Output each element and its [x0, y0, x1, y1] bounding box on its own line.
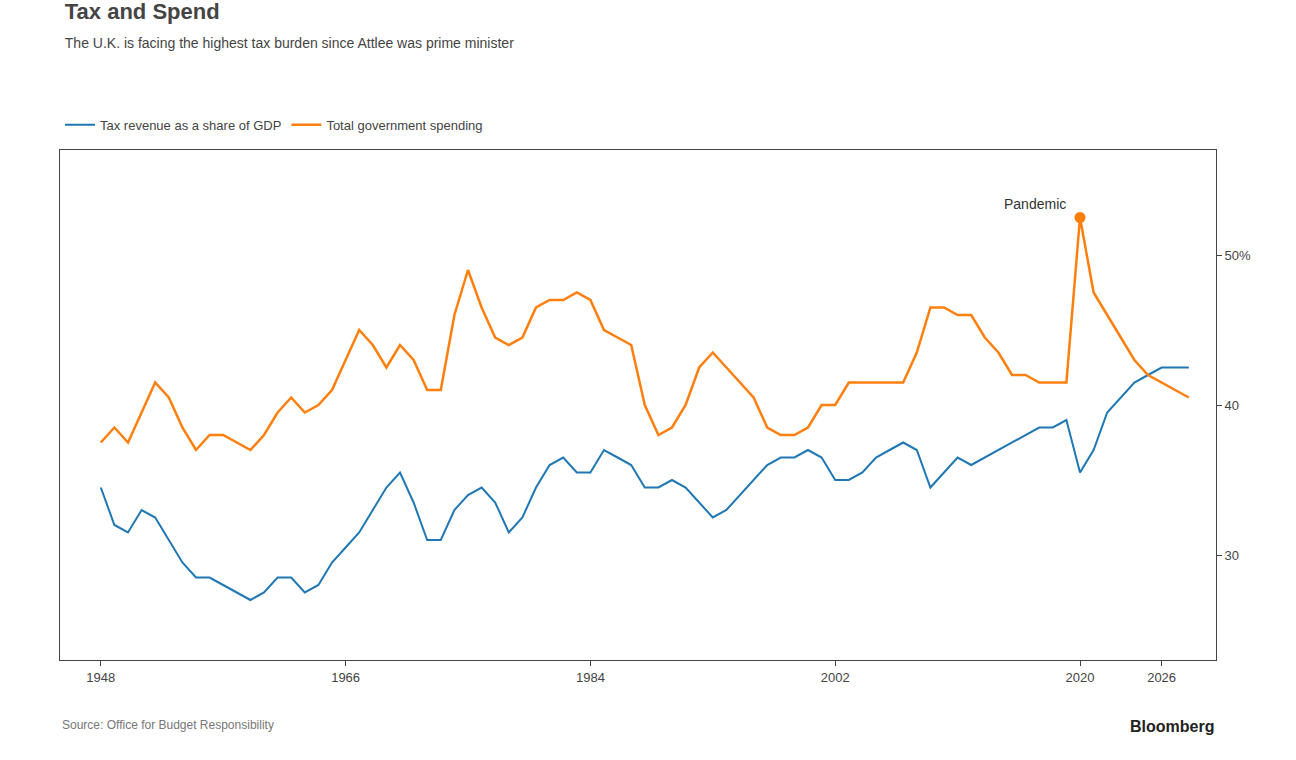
svg-text:Bloomberg: Bloomberg — [1130, 718, 1214, 735]
svg-text:2002: 2002 — [821, 670, 850, 685]
svg-text:Tax and SpendThe U.K. is facin: Tax and SpendThe U.K. is facing the high… — [65, 0, 514, 51]
svg-text:40: 40 — [1225, 398, 1239, 413]
svg-text:Total government spending: Total government spending — [326, 118, 482, 133]
svg-text:Pandemic: Pandemic — [1004, 196, 1066, 212]
svg-text:50%: 50% — [1225, 248, 1251, 263]
svg-text:1948: 1948 — [86, 670, 115, 685]
svg-text:1966: 1966 — [331, 670, 360, 685]
svg-text:1984: 1984 — [576, 670, 605, 685]
svg-text:Tax revenue as a share of GDP: Tax revenue as a share of GDP — [100, 118, 281, 133]
svg-text:2020: 2020 — [1066, 670, 1095, 685]
svg-text:30: 30 — [1225, 548, 1239, 563]
svg-text:2026: 2026 — [1147, 670, 1176, 685]
svg-text:Source: Office for Budget Resp: Source: Office for Budget Responsibility — [62, 718, 274, 732]
